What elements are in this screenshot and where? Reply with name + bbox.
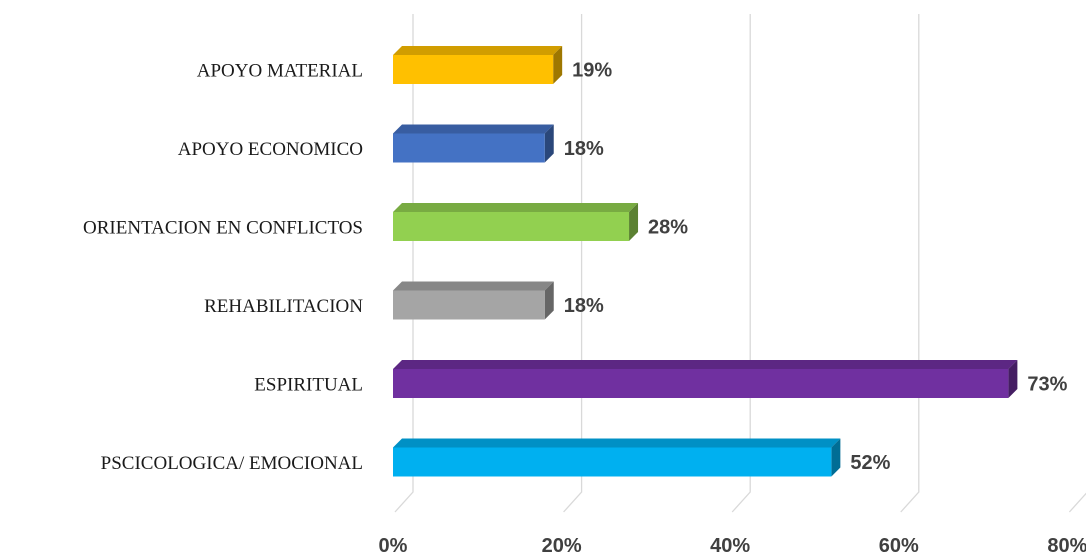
bar-side-face bbox=[544, 281, 554, 320]
gridline bbox=[1068, 492, 1086, 513]
bar-top-face bbox=[393, 203, 639, 212]
category-label: APOYO MATERIAL bbox=[197, 61, 363, 82]
gridline bbox=[900, 14, 920, 513]
x-tick-label: 40% bbox=[710, 535, 750, 557]
bar-side-face bbox=[831, 438, 841, 477]
bars bbox=[393, 46, 1018, 477]
x-tick-label: 0% bbox=[379, 535, 408, 557]
bar-top-face bbox=[393, 281, 554, 291]
gridlines bbox=[394, 14, 1086, 513]
bar bbox=[393, 290, 545, 320]
gridline bbox=[731, 14, 751, 513]
data-label: 52% bbox=[850, 452, 890, 474]
data-label: 73% bbox=[1027, 374, 1067, 396]
bar bbox=[393, 447, 832, 477]
bar bbox=[393, 55, 554, 84]
category-label: ORIENTACION EN CONFLICTOS bbox=[83, 218, 363, 239]
data-label: 19% bbox=[572, 60, 612, 82]
bar-top-face bbox=[393, 438, 841, 448]
category-label: REHABILITACION bbox=[204, 296, 363, 317]
category-label: APOYO ECONOMICO bbox=[178, 139, 363, 160]
gridline bbox=[563, 14, 583, 513]
bar-side-face bbox=[629, 203, 639, 241]
bar-side-face bbox=[1008, 360, 1018, 398]
bar bbox=[393, 133, 545, 163]
bar-top-face bbox=[393, 360, 1018, 369]
data-label: 18% bbox=[564, 138, 604, 160]
x-tick-label: 80% bbox=[1047, 535, 1086, 557]
bar bbox=[393, 369, 1009, 398]
bar-side-face bbox=[553, 46, 563, 84]
bar-side-face bbox=[544, 124, 554, 163]
category-label: ESPIRITUAL bbox=[254, 375, 363, 396]
gridline bbox=[394, 14, 414, 513]
bar-top-face bbox=[393, 46, 563, 55]
bar-top-face bbox=[393, 124, 554, 134]
bar bbox=[393, 212, 630, 241]
category-label: PSCICOLOGICA/ EMOCIONAL bbox=[101, 453, 363, 474]
labels: 0% 20% 40% 60% 80% 19% APOYO MATERIAL 18% APOYO … bbox=[83, 60, 1086, 557]
x-tick-label: 60% bbox=[879, 535, 919, 557]
data-label: 18% bbox=[564, 295, 604, 317]
x-tick-label: 20% bbox=[542, 535, 582, 557]
data-label: 28% bbox=[648, 217, 688, 239]
